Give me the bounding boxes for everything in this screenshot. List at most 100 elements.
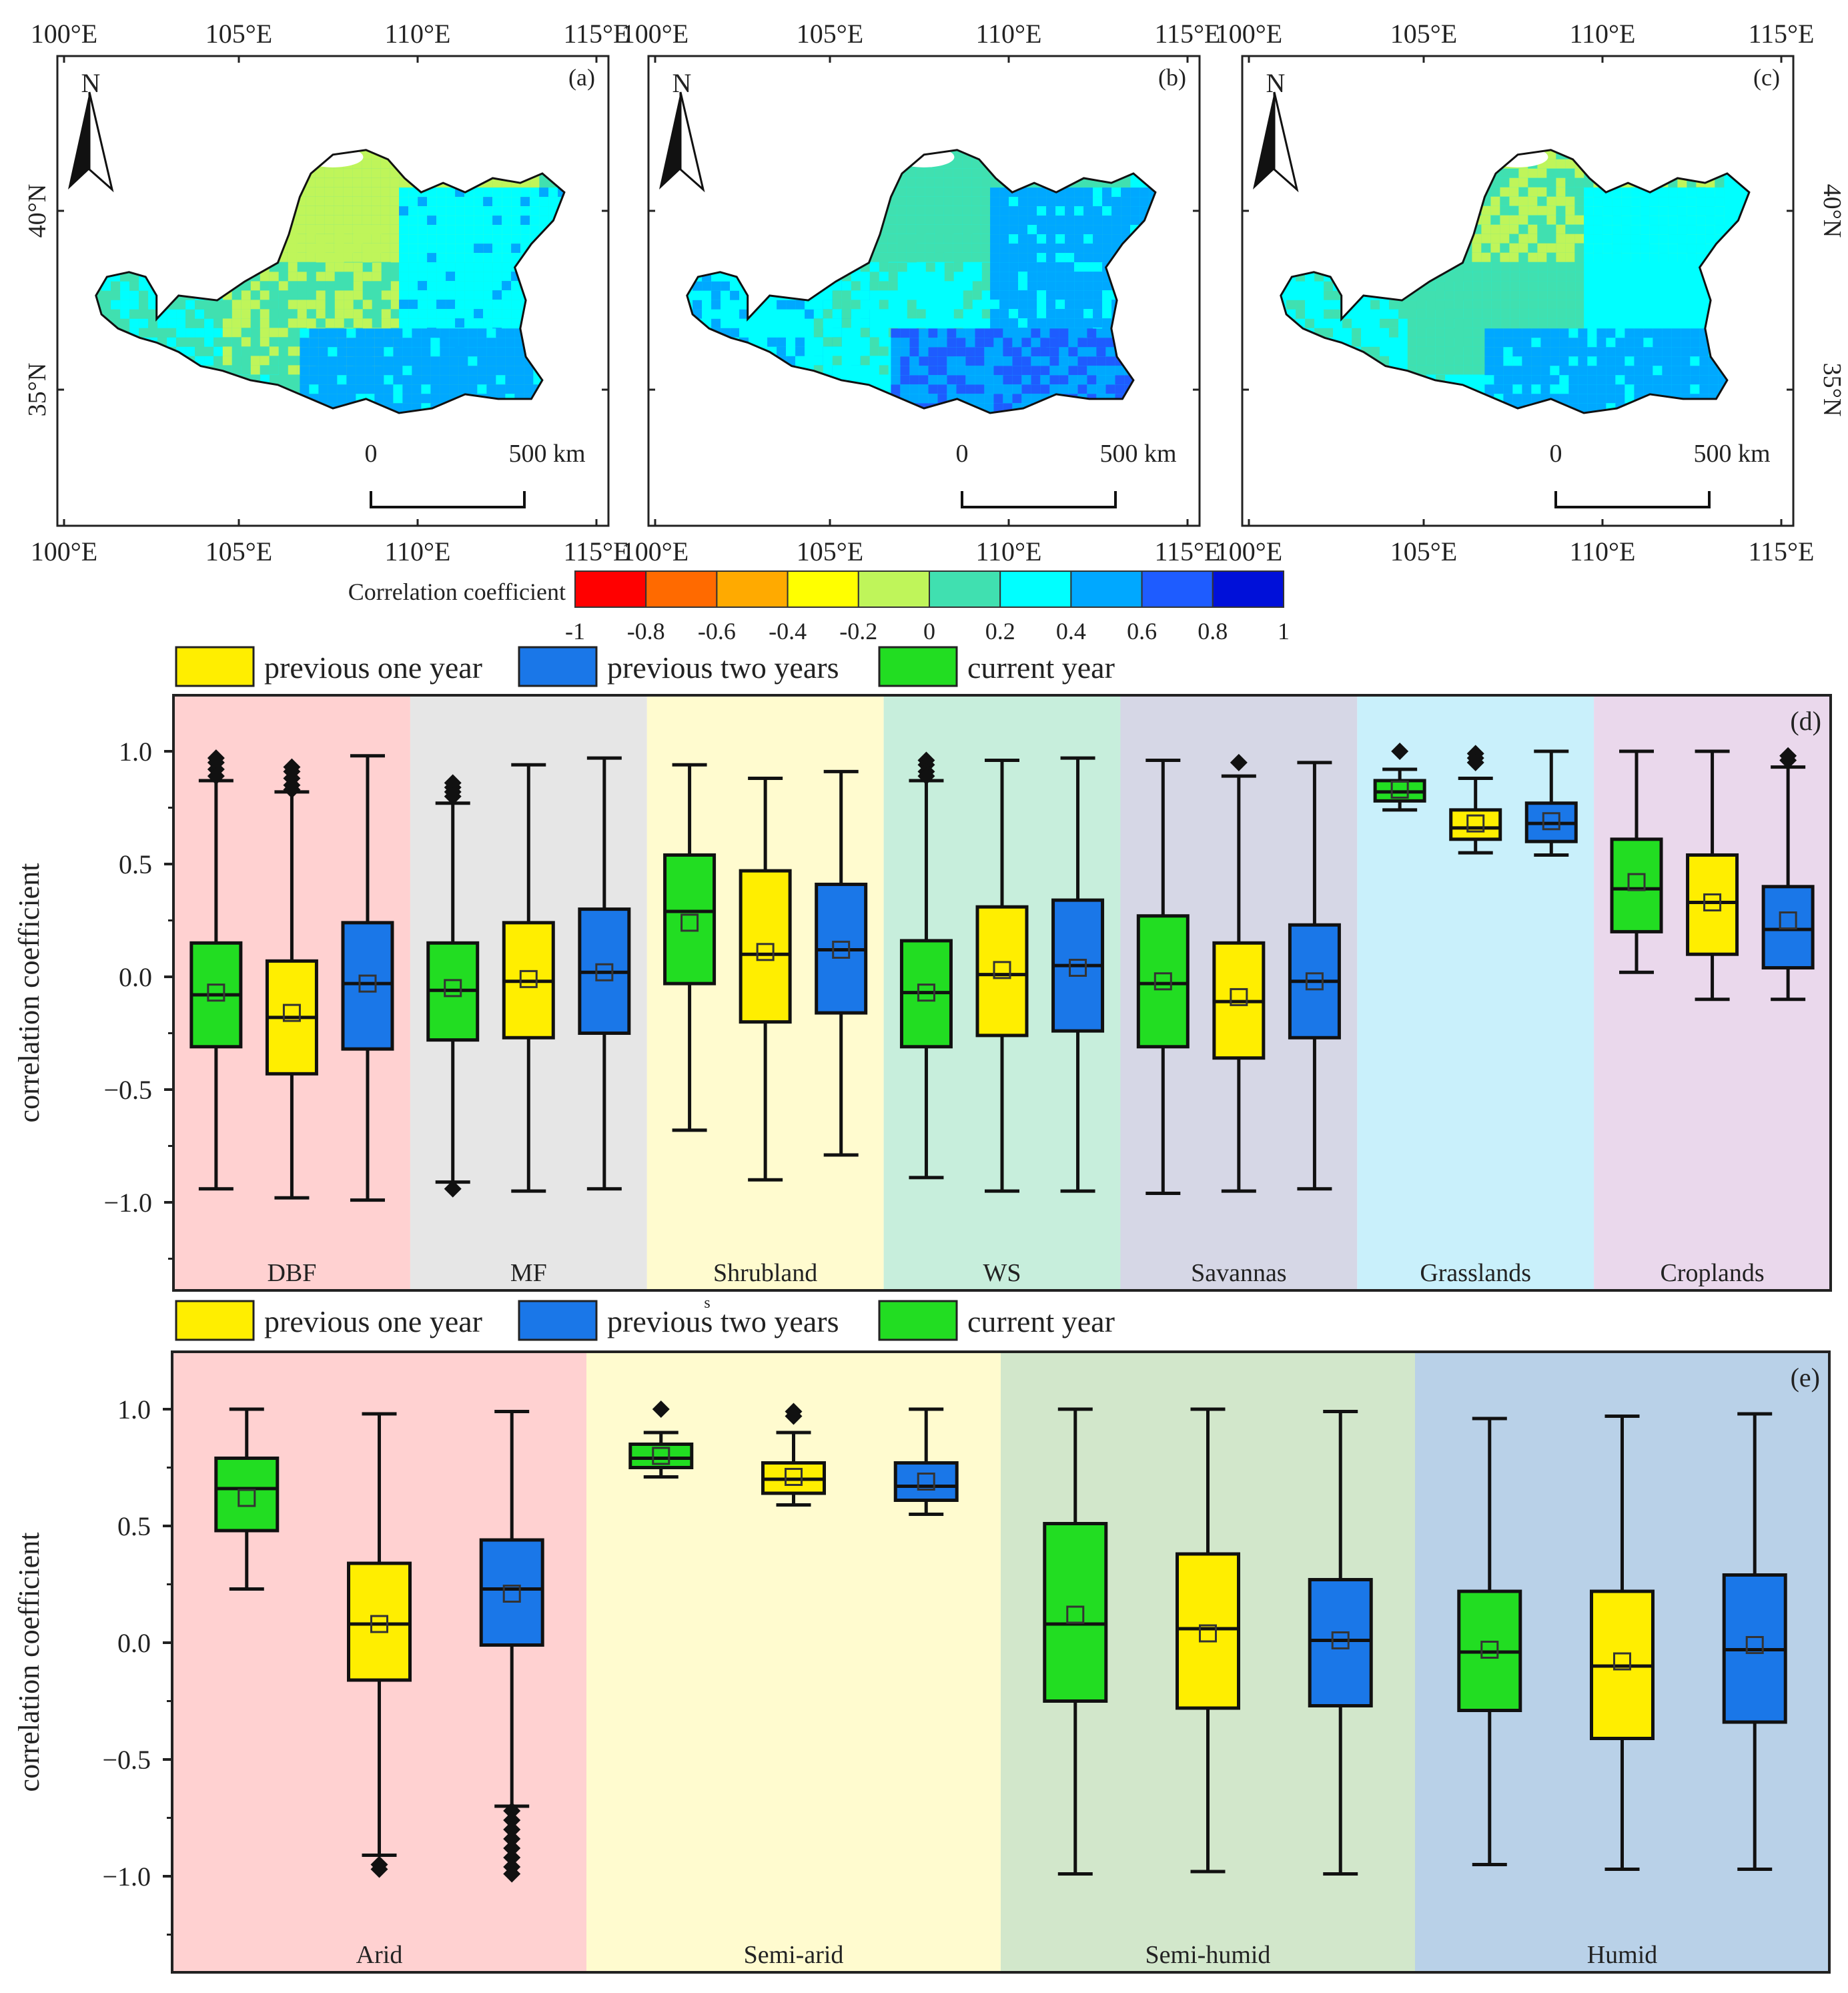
map-cell — [1565, 252, 1575, 262]
map-cell — [492, 234, 502, 244]
map-cell — [399, 290, 409, 300]
map-cell — [1602, 281, 1612, 291]
map-cell — [468, 366, 478, 376]
map-cell — [993, 375, 1003, 385]
map-cell — [1021, 328, 1031, 338]
map-cell — [805, 346, 815, 356]
map-cell — [947, 328, 957, 338]
map-cell — [1389, 346, 1399, 356]
map-cell — [1681, 375, 1691, 385]
map-cell — [1068, 384, 1078, 394]
map-cell — [1361, 328, 1371, 338]
map-cell — [260, 346, 270, 356]
map-cell — [1696, 244, 1706, 254]
map-cell — [1491, 309, 1501, 319]
map-cell — [947, 375, 957, 385]
map-cell — [362, 196, 372, 206]
legend-label: previous one year — [264, 1304, 482, 1338]
map-cell — [1556, 196, 1566, 206]
map-cell — [455, 318, 465, 328]
map-cell — [823, 309, 833, 319]
map-cell — [1065, 262, 1075, 272]
map-cell — [393, 394, 403, 404]
map-cell — [1093, 244, 1103, 254]
map-cell — [269, 300, 279, 310]
map-cell — [1556, 206, 1566, 216]
map-cell — [1531, 328, 1541, 338]
map-cell — [399, 281, 409, 291]
map-cell — [919, 356, 929, 366]
map-cell — [947, 347, 957, 357]
map-cell — [427, 234, 437, 244]
map-cell — [1668, 216, 1678, 226]
map-cell — [1540, 328, 1550, 338]
map-cell — [334, 300, 344, 310]
map-cell — [1510, 272, 1520, 282]
map-cell — [1324, 281, 1334, 291]
map-cell — [1482, 318, 1492, 328]
map-cell — [316, 290, 326, 300]
map-cell — [1584, 216, 1594, 226]
map-cell — [1540, 356, 1550, 366]
map-cell — [343, 206, 353, 216]
map-cell — [362, 234, 372, 244]
map-cell — [427, 281, 437, 291]
map-cell — [1027, 281, 1037, 291]
map-cell — [1102, 318, 1112, 328]
map-cell — [381, 272, 391, 282]
map-cell — [813, 337, 823, 347]
map-cell — [511, 300, 521, 310]
map-cell — [492, 253, 502, 263]
map-cell — [344, 281, 354, 291]
map-cell — [1021, 356, 1031, 366]
map-cell — [851, 356, 861, 366]
map-cell — [1612, 309, 1622, 319]
map-cell — [962, 196, 972, 206]
map-cell — [897, 224, 907, 234]
map-cell — [412, 366, 422, 376]
map-cell — [841, 328, 851, 338]
map-cell — [1528, 318, 1538, 328]
map-cell — [362, 290, 372, 300]
map-cell — [928, 375, 938, 385]
map-cell — [408, 253, 418, 263]
map-cell — [1662, 328, 1672, 338]
map-cell — [1074, 187, 1084, 197]
map-cell — [851, 337, 861, 347]
map-cell — [841, 346, 851, 356]
map-cell — [1324, 318, 1334, 328]
map-cell — [1584, 225, 1594, 235]
panel-label: (a) — [568, 64, 595, 91]
map-cell — [1484, 366, 1494, 376]
map-cell — [483, 253, 493, 263]
map-cell — [318, 375, 328, 385]
map-cell — [1631, 216, 1641, 226]
map-cell — [1634, 347, 1644, 357]
map-cell — [241, 365, 251, 375]
map-cell — [1352, 337, 1362, 347]
map-cell — [269, 318, 279, 328]
map-cell — [362, 149, 372, 159]
map-cell — [1426, 318, 1436, 328]
map-cell — [879, 337, 889, 347]
map-cell — [430, 375, 440, 385]
map-cell — [1671, 375, 1681, 385]
map-cell — [334, 243, 344, 253]
map-cell — [1074, 197, 1084, 207]
map-cell — [334, 252, 344, 262]
map-cell — [474, 281, 484, 291]
map-cell — [1055, 197, 1065, 207]
map-cell — [1012, 338, 1022, 348]
map-cell — [1065, 318, 1075, 328]
map-cell — [1435, 309, 1445, 319]
map-cell — [371, 243, 381, 253]
map-cell — [1518, 206, 1528, 216]
map-cell — [879, 262, 889, 272]
map-cell — [120, 290, 130, 300]
map-cell — [1454, 309, 1464, 319]
map-cell — [1093, 253, 1103, 263]
map-cell — [288, 300, 298, 310]
map-cell — [1472, 262, 1482, 272]
map-cell — [1115, 384, 1125, 394]
map-cell — [455, 272, 465, 282]
